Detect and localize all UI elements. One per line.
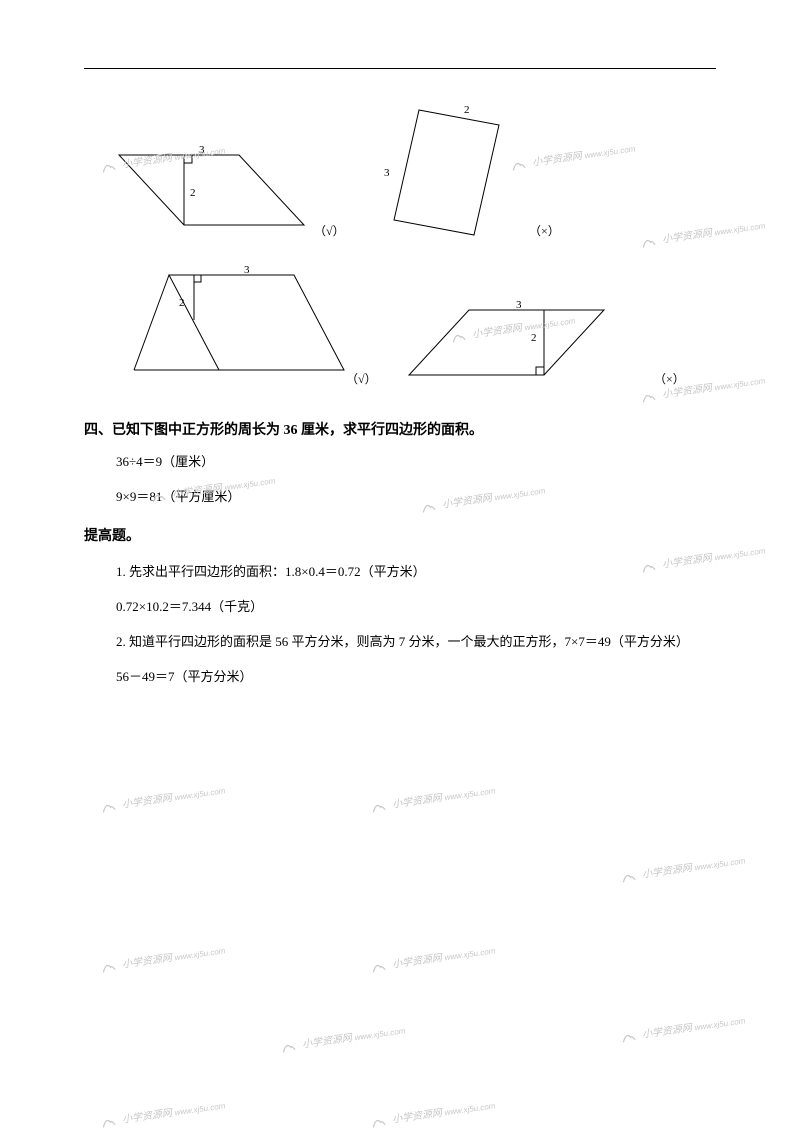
figure-2b: 3 2 [394, 295, 624, 392]
enhance-p3: 2. 知道平行四边形的面积是 56 平方分米，则高为 7 分米，一个最大的正方形… [84, 632, 716, 653]
fig2b-top-dim: 3 [516, 297, 522, 315]
figure-1a: 3 2 [104, 130, 314, 247]
fig2a-judgement: （√） [346, 370, 377, 389]
watermark: 小学资源网 www.xj5u.com [369, 781, 496, 815]
page-content: 3 2 （√） 2 3 （×） 3 2 （√） [84, 100, 716, 688]
enhance-p2: 0.72×10.2＝7.344（千克） [84, 597, 716, 618]
fig1b-side-dim: 3 [384, 165, 390, 183]
enhance-heading: 提高题。 [84, 526, 716, 548]
fig1a-side-dim: 2 [190, 185, 196, 203]
fig2a-side-dim: 2 [179, 295, 185, 313]
figure-row-2: 3 2 （√） 3 2 （×） [84, 260, 716, 410]
figure-row-1: 3 2 （√） 2 3 （×） [84, 100, 716, 260]
horizontal-rule [84, 68, 716, 69]
watermark: 小学资源网 www.xj5u.com [99, 1096, 226, 1130]
fig2b-side-dim: 2 [531, 330, 537, 348]
fig2a-top-dim: 3 [244, 262, 250, 280]
watermark: 小学资源网 www.xj5u.com [619, 851, 746, 885]
text-section: 四、已知下图中正方形的周长为 36 厘米，求平行四边形的面积。 36÷4＝9（厘… [84, 420, 716, 688]
watermark: 小学资源网 www.xj5u.com [279, 1021, 406, 1055]
figure-2a: 3 2 [104, 260, 354, 397]
enhance-p4: 56－49＝7（平方分米） [84, 667, 716, 688]
watermark: 小学资源网 www.xj5u.com [369, 941, 496, 975]
watermark: 小学资源网 www.xj5u.com [99, 781, 226, 815]
section4-line1: 36÷4＝9（厘米） [84, 452, 716, 473]
fig1b-top-dim: 2 [464, 102, 470, 120]
fig1b-judgement: （×） [529, 222, 560, 241]
fig1a-judgement: （√） [314, 222, 345, 241]
watermark: 小学资源网 www.xj5u.com [99, 941, 226, 975]
watermark: 小学资源网 www.xj5u.com [369, 1096, 496, 1130]
watermark: 小学资源网 www.xj5u.com [619, 1011, 746, 1045]
fig1a-top-dim: 3 [199, 142, 205, 160]
section4-heading: 四、已知下图中正方形的周长为 36 厘米，求平行四边形的面积。 [84, 420, 716, 442]
section4-line2: 9×9＝81（平方厘米） [84, 487, 716, 508]
enhance-p1: 1. 先求出平行四边形的面积：1.8×0.4＝0.72（平方米） [84, 562, 716, 583]
fig2b-judgement: （×） [654, 370, 685, 389]
figure-1b: 2 3 [364, 100, 514, 257]
